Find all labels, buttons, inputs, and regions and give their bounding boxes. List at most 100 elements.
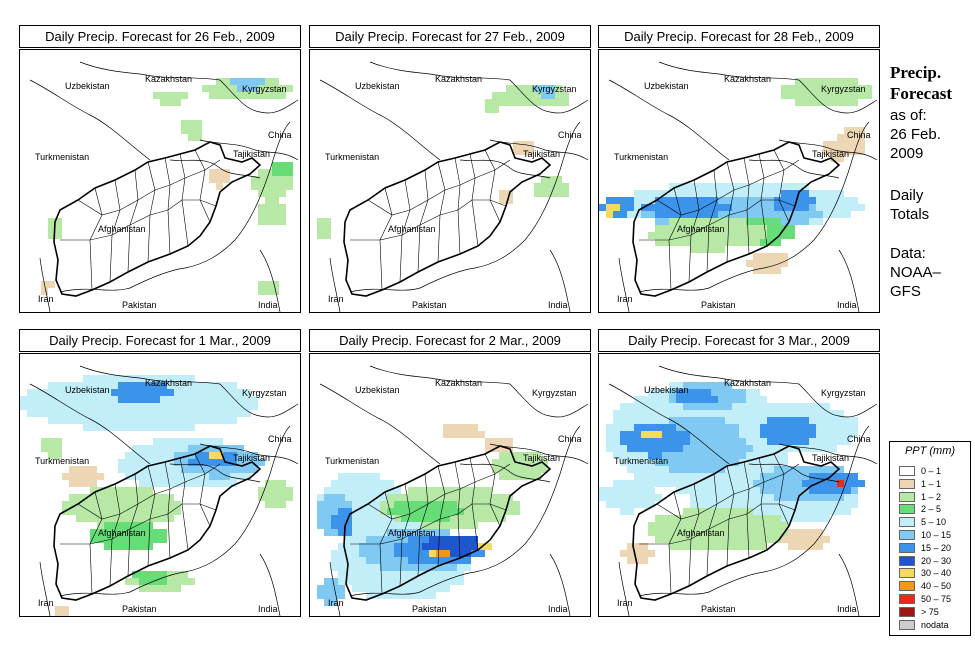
country-label-kazakhstan: Kazakhstan xyxy=(724,74,771,84)
legend-label: > 75 xyxy=(921,606,939,617)
sidebar-title-line: Precip. xyxy=(890,63,942,82)
legend-label: 40 – 50 xyxy=(921,581,952,592)
precip-map: Uzbekistan Kazakhstan Kyrgyzstan China Tajik… xyxy=(19,49,301,313)
legend-label: nodata xyxy=(921,619,949,630)
country-label-china: China xyxy=(558,434,582,444)
country-label-iran: Iran xyxy=(328,598,344,608)
country-label-tajikistan: Tajikistan xyxy=(523,149,560,159)
legend-swatch xyxy=(899,491,915,502)
panel-title: Daily Precip. Forecast for 2 Mar., 2009 xyxy=(309,329,591,352)
country-label-turkmenistan: Turkmenistan xyxy=(614,152,668,162)
legend-label: 10 – 15 xyxy=(921,530,952,540)
country-label-afghanistan: Afghanistan xyxy=(388,528,436,538)
country-label-kazakhstan: Kazakhstan xyxy=(145,74,192,84)
forecast-panel-mar01: Daily Precip. Forecast for 1 Mar., 2009 … xyxy=(19,329,301,617)
legend-label: 15 – 20 xyxy=(921,542,952,553)
afghanistan-border xyxy=(53,141,262,297)
legend-item: 30 – 40 xyxy=(899,568,969,579)
precip-map-svg: Uzbekistan Kazakhstan Kyrgyzstan China Tajik… xyxy=(317,61,589,312)
country-label-iran: Iran xyxy=(38,598,54,608)
legend-swatch xyxy=(899,530,915,540)
country-label-tajikistan: Tajikistan xyxy=(812,453,849,463)
country-label-china: China xyxy=(268,130,292,140)
province-borders xyxy=(60,453,221,595)
legend-label: 50 – 75 xyxy=(921,594,952,604)
country-label-afghanistan: Afghanistan xyxy=(677,528,725,538)
country-label-afghanistan: Afghanistan xyxy=(98,224,146,234)
country-label-india: India xyxy=(548,604,568,614)
country-label-kyrgyzstan: Kyrgyzstan xyxy=(821,84,866,94)
legend-item: 40 – 50 xyxy=(899,581,969,592)
legend-label: 1 – 2 xyxy=(921,491,942,502)
country-label-turkmenistan: Turkmenistan xyxy=(35,152,89,162)
precip-field xyxy=(599,78,872,274)
legend-swatch xyxy=(899,594,915,604)
precip-map-svg: Uzbekistan Kazakhstan Kyrgyzstan China Tajik… xyxy=(317,365,589,616)
country-label-iran: Iran xyxy=(617,294,633,304)
precip-map: Uzbekistan Kazakhstan Kyrgyzstan China Tajik… xyxy=(19,353,301,617)
country-label-pakistan: Pakistan xyxy=(122,604,157,614)
legend-label: 2 – 5 xyxy=(921,504,942,515)
country-label-pakistan: Pakistan xyxy=(412,300,447,310)
data-source-line: Data: xyxy=(890,245,926,262)
country-label-pakistan: Pakistan xyxy=(701,604,736,614)
legend-label: 1 – 1 xyxy=(921,478,942,489)
legend-swatch xyxy=(899,581,915,592)
country-borders xyxy=(29,61,299,312)
country-borders xyxy=(319,61,589,312)
country-label-china: China xyxy=(558,130,582,140)
country-label-china: China xyxy=(847,130,871,140)
legend-swatch xyxy=(899,555,915,566)
forecast-panel-feb28: Daily Precip. Forecast for 28 Feb., 2009… xyxy=(598,25,880,313)
country-label-kyrgyzstan: Kyrgyzstan xyxy=(821,388,866,398)
country-label-india: India xyxy=(837,604,857,614)
legend-swatch xyxy=(899,542,915,553)
country-label-uzbekistan: Uzbekistan xyxy=(355,385,400,395)
province-borders xyxy=(639,453,800,595)
precip-field xyxy=(317,424,548,606)
country-label-afghanistan: Afghanistan xyxy=(98,528,146,538)
country-label-turkmenistan: Turkmenistan xyxy=(325,152,379,162)
legend-swatch xyxy=(899,568,915,579)
country-label-uzbekistan: Uzbekistan xyxy=(355,81,400,91)
country-label-india: India xyxy=(548,300,568,310)
country-label-turkmenistan: Turkmenistan xyxy=(325,456,379,466)
legend-label: 0 – 1 xyxy=(921,466,942,476)
panel-title: Daily Precip. Forecast for 1 Mar., 2009 xyxy=(19,329,301,352)
data-source-line: GFS xyxy=(890,283,921,300)
country-label-afghanistan: Afghanistan xyxy=(677,224,725,234)
country-label-uzbekistan: Uzbekistan xyxy=(644,81,689,91)
legend-swatch xyxy=(899,478,915,489)
data-source-text: Data: NOAA– GFS xyxy=(890,244,972,301)
precip-field xyxy=(317,85,569,239)
country-borders xyxy=(608,61,878,312)
province-borders xyxy=(639,149,800,291)
country-label-tajikistan: Tajikistan xyxy=(233,149,270,159)
panel-title: Daily Precip. Forecast for 28 Feb., 2009 xyxy=(598,25,880,48)
country-label-kazakhstan: Kazakhstan xyxy=(435,378,482,388)
as-of-line: 26 Feb. xyxy=(890,126,941,143)
country-label-pakistan: Pakistan xyxy=(701,300,736,310)
country-label-turkmenistan: Turkmenistan xyxy=(614,456,668,466)
legend-item: 10 – 15 xyxy=(899,530,969,541)
sidebar-title: Precip. Forecast xyxy=(890,62,972,104)
country-label-pakistan: Pakistan xyxy=(122,300,157,310)
country-label-kyrgyzstan: Kyrgyzstan xyxy=(242,84,287,94)
as-of-line: as of: xyxy=(890,107,927,124)
precip-map: Uzbekistan Kazakhstan Kyrgyzstan China Tajik… xyxy=(598,49,880,313)
country-label-kazakhstan: Kazakhstan xyxy=(724,378,771,388)
precip-field xyxy=(20,375,293,616)
country-borders xyxy=(29,365,299,616)
province-borders xyxy=(350,453,511,595)
country-label-kyrgyzstan: Kyrgyzstan xyxy=(532,84,577,94)
legend-item: 2 – 5 xyxy=(899,504,969,515)
legend-item: 1 – 2 xyxy=(899,491,969,503)
as-of-text: as of: 26 Feb. 2009 xyxy=(890,106,972,163)
totals-text: Daily Totals xyxy=(890,186,972,224)
ppt-legend: PPT (mm) 0 – 1 1 – 1 1 – 2 2 – 5 5 – 10 10 – … xyxy=(889,441,971,636)
legend-item: nodata xyxy=(899,619,969,631)
country-label-iran: Iran xyxy=(328,294,344,304)
legend-title: PPT (mm) xyxy=(904,445,956,457)
precip-field xyxy=(41,78,293,295)
legend-swatch xyxy=(899,504,915,515)
